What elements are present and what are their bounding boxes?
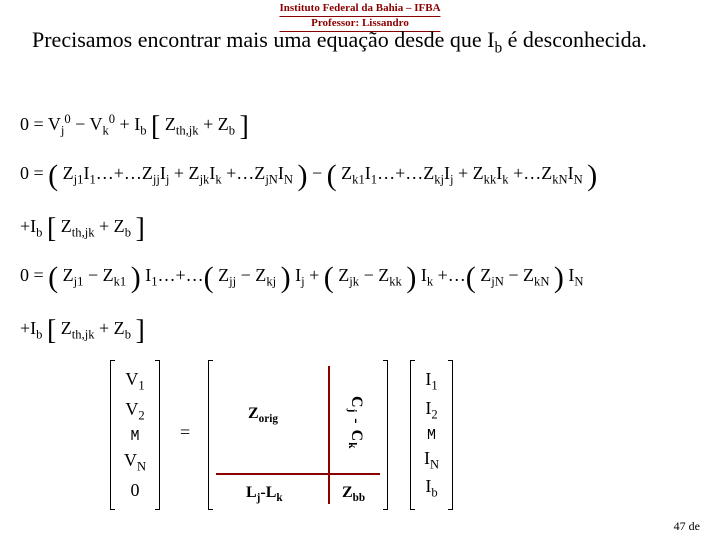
institution-name: Instituto Federal da Bahia – IFBA	[279, 2, 440, 17]
vec-zero: 0	[131, 480, 140, 501]
vec-v1: V1	[125, 369, 144, 394]
vec-ib: Ib	[425, 476, 437, 501]
statement-sub: b	[494, 39, 502, 56]
equation-4: 0 = ( Zj1 − Zk1 ) I1…+…( Zjj − Zkj ) Ij …	[20, 265, 710, 290]
equation-2: 0 = ( Zj1I1…+…ZjjIj + ZjkIk +…ZjNIN ) − …	[20, 163, 710, 188]
z-matrix-block: Zorig Cj - Ck Lj-Lk Zbb	[208, 360, 388, 510]
equation-3: +Ib [ Zth,jk + Zb ]	[20, 216, 145, 241]
statement-text: Precisamos encontrar mais uma equação de…	[32, 26, 647, 58]
vec-vdots2: M	[427, 427, 436, 444]
matrix-vline	[328, 366, 330, 504]
matrix-equation: V1 V2 M VN 0 = Zorig Cj - Ck Lj-Lk Zbb I…	[110, 360, 610, 520]
vec-in: IN	[424, 448, 439, 473]
left-vector: V1 V2 M VN 0	[110, 360, 160, 510]
vec-vdots1: M	[131, 428, 140, 445]
equals-sign: =	[180, 422, 190, 443]
page-number: 47 de	[674, 519, 700, 534]
vec-v2: V2	[125, 399, 144, 424]
matrix-hline	[216, 473, 380, 475]
z-orig-label: Zorig	[248, 405, 278, 425]
equation-1: 0 = Vj0 − Vk0 + Ib [ Zth,jk + Zb ]	[20, 112, 249, 139]
zbb-label: Zbb	[342, 484, 365, 504]
equation-5: +Ib [ Zth,jk + Zb ]	[20, 318, 145, 343]
column-label: Cj - Ck	[346, 396, 365, 449]
vec-i2: I2	[425, 398, 437, 423]
right-vector: I1 I2 M IN Ib	[410, 360, 453, 510]
row-label: Lj-Lk	[246, 484, 283, 504]
statement-part2: é desconhecida.	[502, 27, 647, 52]
vec-i1: I1	[425, 369, 437, 394]
vec-vn: VN	[124, 450, 146, 475]
statement-part1: Precisamos encontrar mais uma equação de…	[32, 27, 494, 52]
